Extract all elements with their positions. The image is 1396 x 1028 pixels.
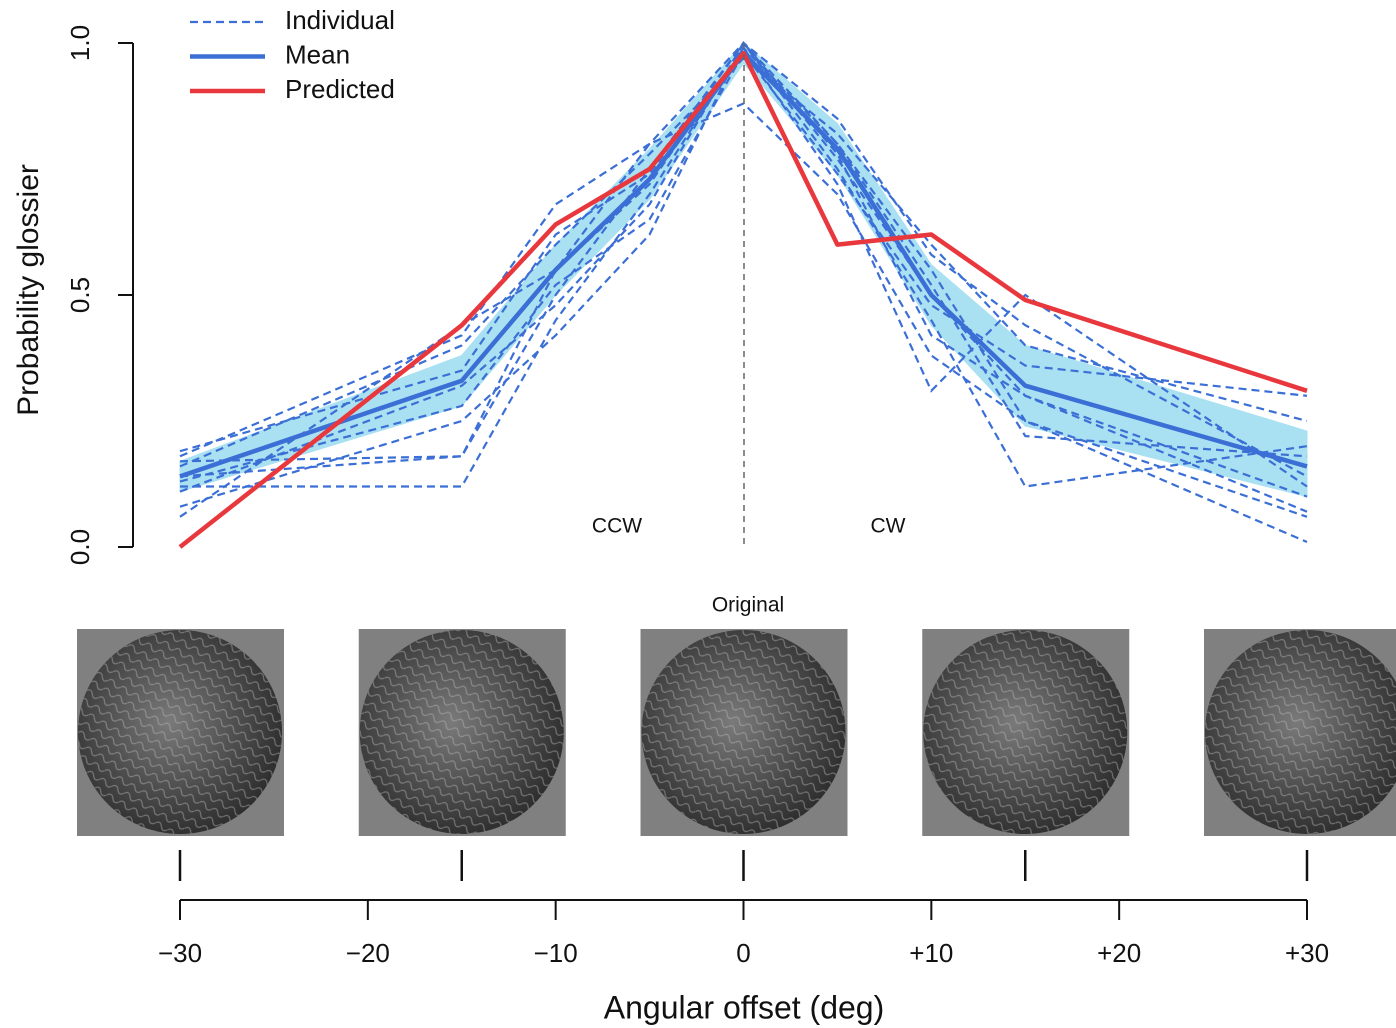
individual-line [179,41,1308,513]
annotation: CCW [592,515,642,538]
stimulus-texture [923,630,1128,834]
x-tick-label: +30 [1285,938,1329,968]
individual-line [180,46,1308,488]
x-tick-label: 0 [736,938,750,968]
stimulus-texture [1205,630,1396,834]
y-tick-label: 0.5 [65,277,95,313]
stimulus-texture [359,630,564,834]
x-tick-label: −20 [346,938,390,968]
x-tick-label: +10 [909,938,953,968]
legend-label: Mean [285,39,350,69]
x-axis-label: Angular offset (deg) [604,989,884,1025]
x-tick-label: +20 [1097,938,1141,968]
x-tick-label: −10 [534,938,578,968]
legend-label: Individual [285,5,395,35]
stimulus-texture [78,630,282,834]
series-line [178,50,1308,549]
y-tick-label: 0.0 [65,529,95,565]
legend-label: Predicted [285,74,395,104]
annotation: CW [871,515,906,538]
individual-line [179,51,1308,483]
confidence-band [1024,344,1308,498]
stimulus-texture [641,630,846,834]
x-tick-label: −30 [158,938,202,968]
y-tick-label: 1.0 [65,25,95,61]
y-axis-label: Probability glossier [12,164,45,416]
annotation: Original [712,594,784,617]
